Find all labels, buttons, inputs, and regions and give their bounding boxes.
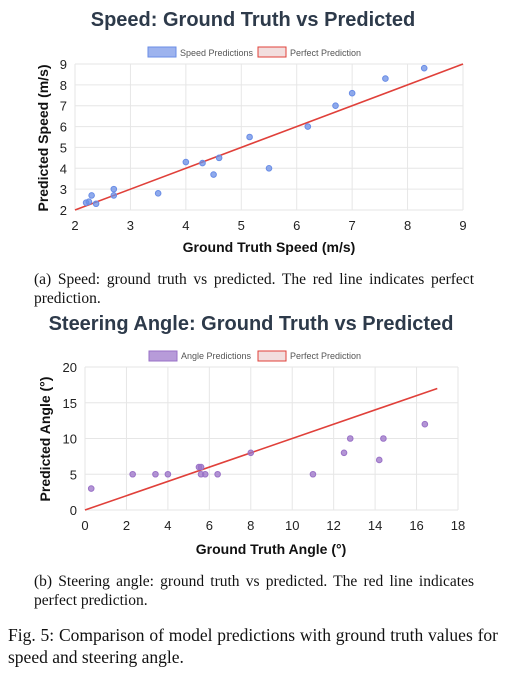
angle-point-14 — [380, 435, 387, 442]
speed-legend-label-perfect: Perfect Prediction — [290, 48, 361, 58]
caption-speed: (a) Speed: ground truth vs predicted. Th… — [34, 271, 474, 307]
angle-x-tick-6: 12 — [326, 518, 340, 533]
angle-point-3 — [164, 470, 172, 478]
angle-perfect-prediction-line — [84, 387, 438, 511]
speed-x-tick-5: 7 — [349, 218, 356, 233]
speed-x-tick-labels: 2 3 4 5 6 7 8 9 — [71, 218, 466, 233]
angle-legend-swatch-predictions — [148, 350, 178, 362]
speed-points — [82, 64, 428, 208]
speed-point-13 — [304, 123, 312, 130]
speed-x-tick-6: 8 — [404, 218, 411, 233]
speed-perfect-prediction-line — [74, 63, 464, 211]
speed-y-axis-title: Predicted Speed (m/s) — [35, 64, 51, 211]
speed-point-11 — [246, 133, 253, 141]
angle-x-tick-3: 6 — [206, 518, 213, 533]
angle-chart: Steering Angle: Ground Truth vs Predicte… — [37, 313, 465, 557]
speed-chart-title: Speed: Ground Truth vs Predicted — [91, 9, 416, 31]
speed-legend-swatch-predictions — [147, 46, 177, 58]
speed-y-tick-labels: 2 3 4 5 6 7 8 9 — [60, 57, 67, 218]
angle-x-tick-labels: 0 2 4 6 8 10 12 14 16 18 — [81, 518, 465, 533]
speed-point-2 — [88, 192, 95, 199]
speed-point-9 — [210, 171, 217, 178]
angle-point-13 — [375, 456, 383, 464]
angle-x-tick-4: 8 — [247, 518, 254, 533]
speed-point-3 — [92, 200, 100, 208]
speed-point-14 — [332, 102, 339, 110]
speed-point-5 — [110, 185, 118, 193]
angle-point-7 — [201, 470, 209, 478]
angle-legend-label-perfect: Perfect Prediction — [290, 351, 361, 361]
angle-x-axis-title: Ground Truth Angle (°) — [196, 541, 347, 557]
speed-point-15 — [348, 89, 356, 97]
angle-point-1 — [129, 470, 136, 478]
speed-point-16 — [382, 75, 389, 82]
angle-points — [87, 420, 429, 492]
angle-perfect-line — [84, 387, 438, 511]
caption-steering: (b) Steering angle: ground truth vs pred… — [34, 573, 474, 609]
speed-y-tick-3: 5 — [60, 140, 67, 155]
angle-y-tick-4: 20 — [63, 360, 77, 375]
angle-y-tick-1: 5 — [70, 467, 77, 482]
angle-x-tick-1: 2 — [123, 518, 130, 533]
speed-legend-label-predictions: Speed Predictions — [180, 48, 254, 58]
angle-point-0 — [87, 485, 95, 492]
figure-caption: Fig. 5: Comparison of model predictions … — [8, 625, 498, 667]
speed-y-tick-0: 2 — [60, 203, 67, 218]
angle-point-11 — [340, 449, 348, 457]
speed-y-tick-6: 8 — [60, 78, 67, 93]
angle-legend-swatch-perfect — [257, 350, 287, 362]
angle-y-axis-title: Predicted Angle (°) — [37, 377, 53, 502]
speed-y-tick-1: 3 — [60, 182, 67, 197]
speed-chart: Speed: Ground Truth vs Predicted Speed P… — [35, 9, 467, 255]
angle-point-10 — [309, 470, 317, 478]
speed-gridlines — [74, 63, 464, 211]
angle-x-tick-5: 10 — [285, 518, 299, 533]
angle-y-tick-labels: 0 5 10 15 20 — [63, 360, 77, 518]
angle-point-15 — [421, 420, 429, 428]
angle-chart-title: Steering Angle: Ground Truth vs Predicte… — [49, 313, 454, 335]
speed-x-tick-1: 3 — [127, 218, 134, 233]
angle-x-tick-7: 14 — [368, 518, 382, 533]
speed-y-tick-4: 6 — [60, 120, 67, 135]
angle-y-tick-3: 15 — [63, 396, 77, 411]
speed-y-tick-2: 4 — [60, 161, 67, 176]
speed-point-4 — [110, 192, 118, 199]
speed-y-tick-7: 9 — [60, 57, 67, 72]
angle-y-tick-0: 0 — [70, 503, 77, 518]
speed-x-tick-3: 5 — [238, 218, 245, 233]
angle-point-9 — [247, 449, 255, 457]
angle-legend-label-predictions: Angle Predictions — [181, 351, 252, 361]
angle-point-5 — [197, 463, 205, 471]
angle-point-2 — [152, 470, 159, 478]
speed-x-tick-0: 2 — [71, 218, 78, 233]
angle-x-tick-9: 18 — [451, 518, 465, 533]
speed-point-6 — [154, 190, 162, 197]
angle-x-tick-0: 0 — [81, 518, 88, 533]
speed-point-8 — [199, 159, 206, 167]
angle-x-tick-8: 16 — [409, 518, 423, 533]
speed-point-1 — [85, 198, 93, 205]
angle-point-8 — [214, 470, 221, 478]
angle-x-tick-2: 4 — [164, 518, 171, 533]
speed-x-axis-title: Ground Truth Speed (m/s) — [183, 239, 356, 255]
speed-point-17 — [420, 64, 428, 72]
angle-point-12 — [346, 435, 354, 442]
angle-y-tick-2: 10 — [63, 432, 77, 447]
speed-x-tick-4: 6 — [293, 218, 300, 233]
speed-point-7 — [182, 158, 190, 166]
angle-gridlines — [84, 366, 459, 511]
speed-point-10 — [215, 154, 223, 162]
speed-perfect-line — [74, 63, 464, 211]
speed-legend-swatch-perfect — [257, 46, 287, 58]
speed-point-12 — [265, 164, 273, 172]
speed-y-tick-5: 7 — [60, 99, 67, 114]
angle-legend: Angle Predictions Perfect Prediction — [148, 350, 361, 362]
speed-x-tick-2: 4 — [182, 218, 189, 233]
speed-legend: Speed Predictions Perfect Prediction — [147, 46, 361, 58]
speed-x-tick-7: 9 — [459, 218, 466, 233]
